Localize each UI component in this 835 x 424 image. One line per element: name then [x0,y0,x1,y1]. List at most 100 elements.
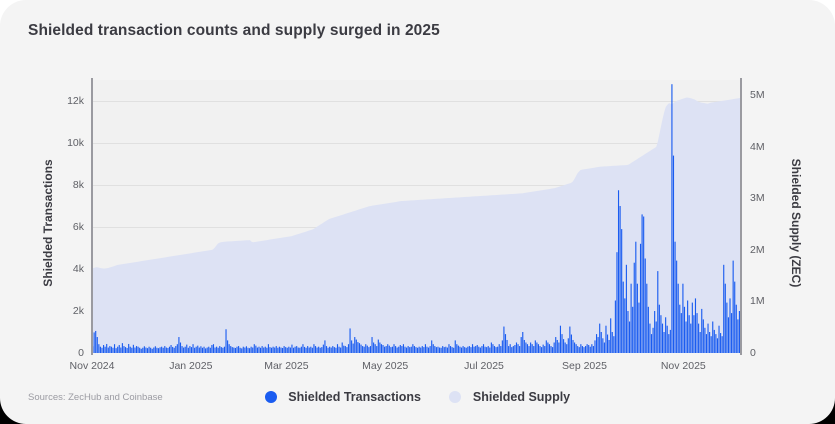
bar [486,347,488,353]
bar [655,321,657,353]
bar [606,334,609,353]
bar [482,344,485,353]
bar [362,346,364,353]
legend-item-supply[interactable]: Shielded Supply [449,388,570,406]
bar [139,347,141,353]
bar [707,323,709,353]
bar [368,347,370,353]
bar [241,348,243,353]
bar [417,347,419,353]
bar [599,323,601,353]
bar [431,340,433,353]
bar [313,344,315,353]
bar [713,329,715,353]
bar [709,332,711,353]
bar [219,346,221,353]
y-axis-left-label: Shielded Transactions [41,159,55,287]
bar [198,347,200,353]
bar [657,271,659,353]
bar [608,339,610,353]
bar [200,346,202,353]
bar [344,346,346,353]
bar [341,342,343,353]
bar [643,216,645,353]
bar [227,340,229,353]
bar [336,344,339,353]
bar [216,346,218,353]
bar [250,346,252,353]
legend-item-transactions[interactable]: Shielded Transactions [264,388,421,406]
bar [635,241,637,353]
bar [412,344,414,353]
bar [142,347,144,353]
bar [610,318,612,353]
bar [407,346,409,353]
bar [143,346,145,353]
bar [632,306,634,353]
bar [335,347,337,353]
bar [471,344,474,353]
bar [508,346,510,353]
bar [621,229,623,353]
bar [239,347,241,353]
bar [726,302,728,353]
bar [338,346,340,353]
bar [646,283,648,353]
bar [668,334,670,353]
gridline [92,185,740,186]
bar [390,347,392,353]
bar [321,347,323,353]
bar [731,313,733,353]
x-axis-tick-label: May 2025 [362,360,409,372]
bar [530,342,532,353]
bar [652,327,654,353]
bar [735,304,737,353]
bar [101,347,103,353]
bar [156,347,158,353]
y-axis-right-tick-label: 1M [750,295,765,308]
bar [366,345,368,353]
bar [283,346,285,353]
bar [453,347,455,353]
bar [533,346,535,353]
supply-area-path [92,97,740,353]
bar [187,347,189,353]
bar [212,344,215,353]
bar [270,347,273,353]
bar [685,321,687,353]
bar [456,344,458,353]
bar [299,347,301,353]
y-axis-right-ticks: 0 1M 2M 3M 4M 5M [750,0,790,424]
bar [542,344,544,353]
bar [522,332,524,353]
bar [541,347,543,353]
bar [734,281,736,353]
bar [176,344,178,353]
bar [406,347,408,353]
bar [297,347,299,353]
bar [479,347,481,353]
bar [526,344,529,353]
bar [360,344,362,353]
bar [676,260,678,353]
bar [228,344,230,353]
bar [493,346,496,353]
bar [98,344,100,353]
bar [556,339,558,353]
bar [286,347,288,353]
gridline [92,101,740,102]
bar [357,342,359,353]
bar [578,347,580,353]
bar [358,343,361,353]
bar [225,329,227,353]
bar [164,346,166,353]
bar [135,346,138,353]
bar [475,346,477,353]
bar [519,346,521,353]
gridline [92,143,740,144]
bar [566,344,568,353]
bar [586,344,588,353]
bar [438,347,441,353]
bar [459,346,461,353]
bar [478,346,480,353]
